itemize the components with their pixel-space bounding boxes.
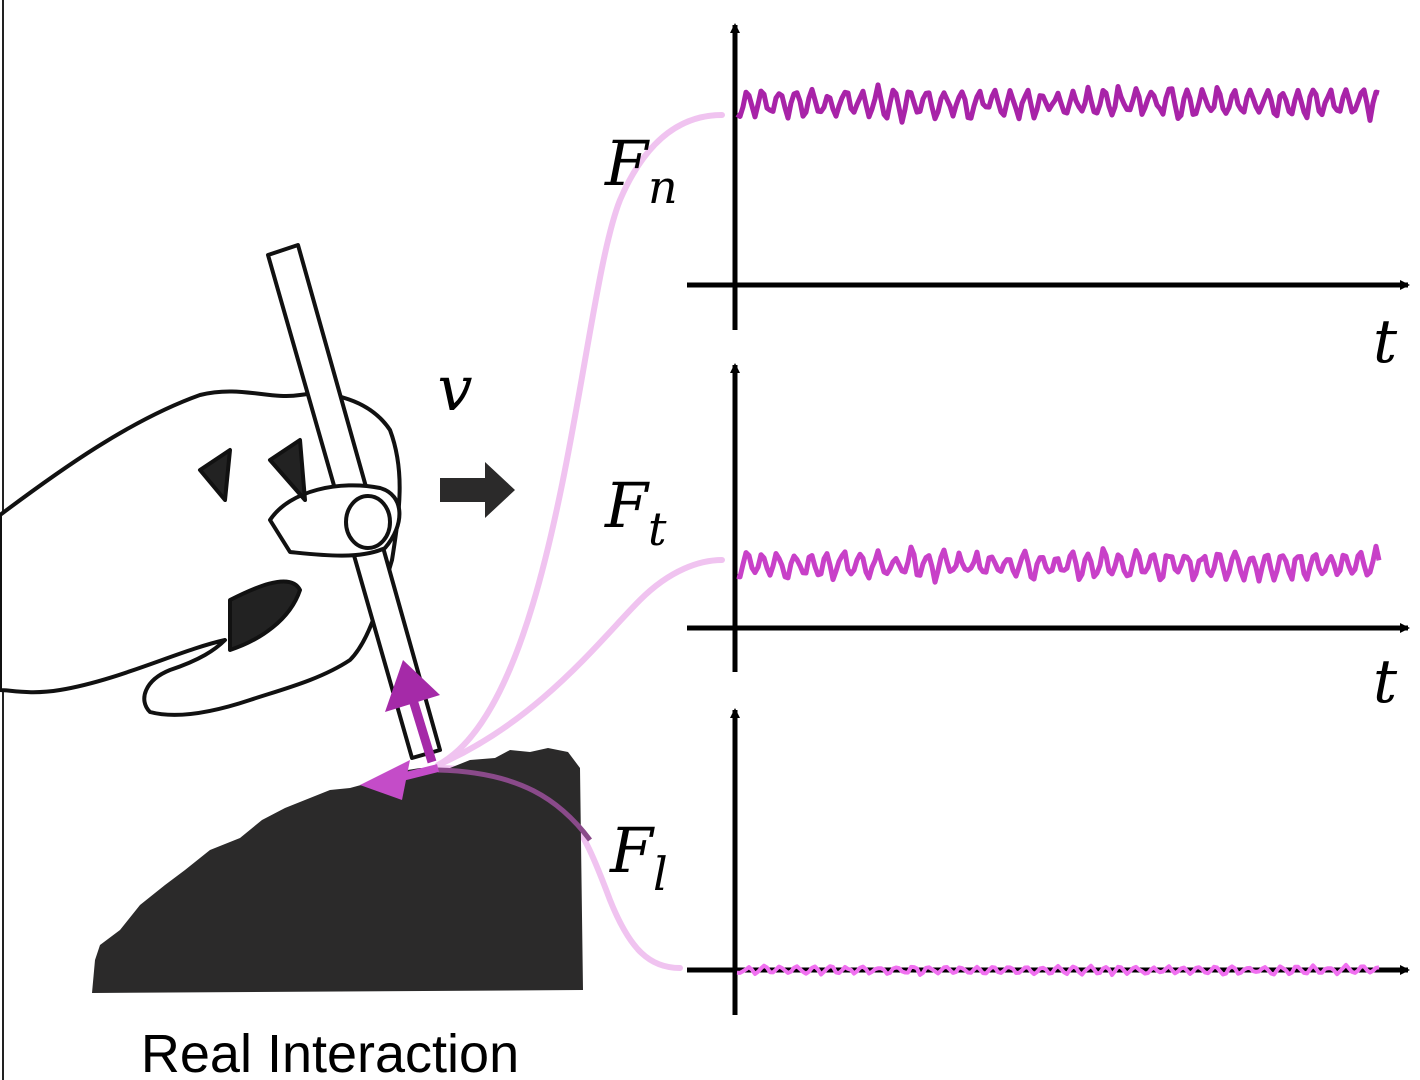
- plot: Fl: [609, 708, 1410, 1015]
- force-symbol: F: [604, 127, 650, 200]
- tangential-force-arrowhead: [360, 760, 410, 800]
- hand: [0, 243, 442, 760]
- normal-force-arrowhead: [385, 660, 440, 712]
- link-curve-hidden: [437, 767, 592, 842]
- signal: [736, 962, 1380, 977]
- force-symbol: F: [609, 814, 655, 887]
- link-curve: [435, 112, 725, 768]
- force-label: Fl: [609, 814, 668, 901]
- force-subscript: t: [648, 502, 667, 556]
- force-subscript: l: [653, 847, 668, 901]
- caption: Real Interaction: [141, 1024, 519, 1080]
- force-label: Ft: [604, 469, 667, 556]
- plot: Ftt: [604, 363, 1410, 717]
- velocity-arrow: [440, 462, 515, 518]
- time-label: t: [1373, 307, 1398, 377]
- force-label: Fn: [604, 127, 678, 214]
- time-label: t: [1373, 647, 1398, 717]
- link-curve: [435, 557, 725, 768]
- signal: [736, 543, 1382, 585]
- velocity-label: v: [437, 352, 472, 425]
- terrain: [92, 748, 583, 993]
- signal: [735, 82, 1380, 125]
- force-subscript: n: [648, 160, 678, 214]
- force-symbol: F: [604, 469, 650, 542]
- plot: Fn t: [604, 23, 1410, 377]
